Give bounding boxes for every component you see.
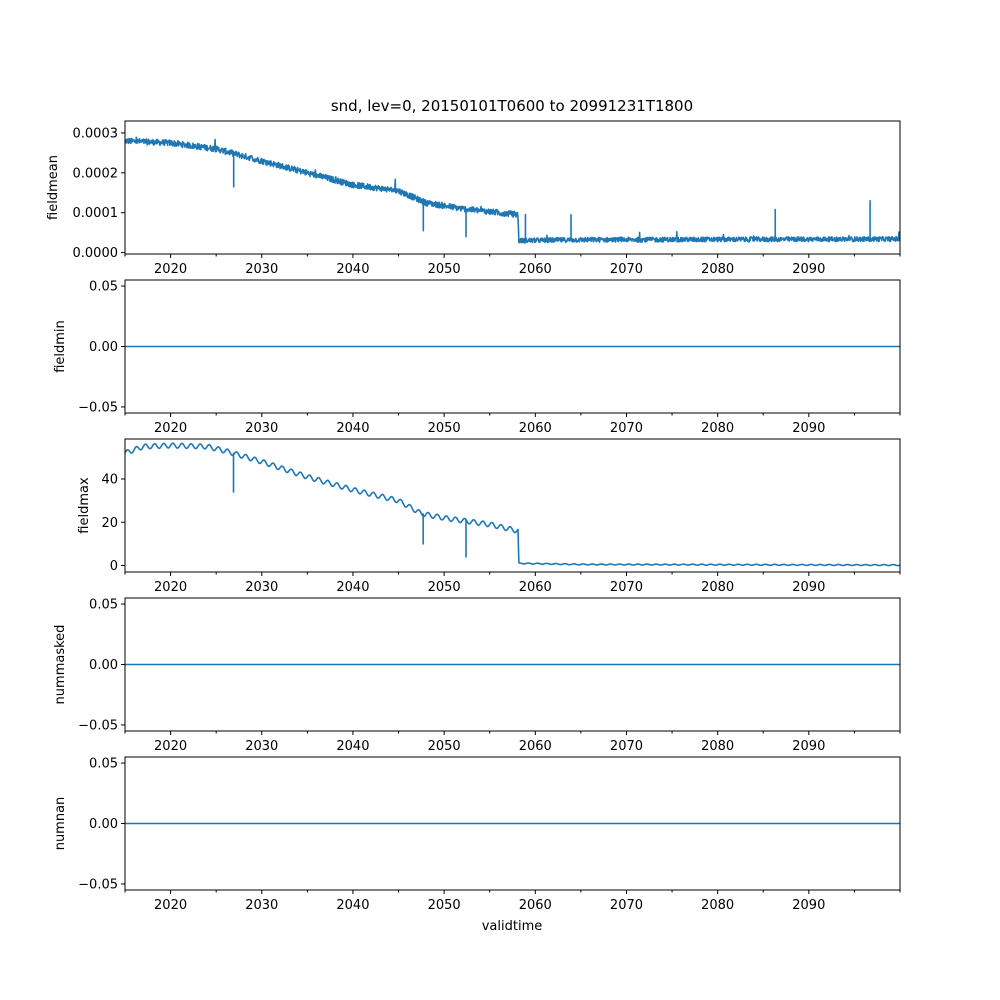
- series-line-fieldmean: [125, 136, 900, 244]
- y-tick-label: 0.0001: [73, 206, 119, 221]
- y-tick-label: 20: [101, 516, 118, 531]
- y-axis-label-numnan: numnan: [53, 797, 68, 851]
- x-tick-label: 2090: [792, 739, 825, 754]
- x-tick-label: 2040: [336, 739, 369, 754]
- x-tick-label: 2040: [336, 898, 369, 913]
- x-tick-label: 2090: [792, 580, 825, 595]
- x-tick-label: 2050: [428, 421, 461, 436]
- y-tick-label: 40: [101, 473, 118, 488]
- y-tick-label: 0.0000: [73, 246, 119, 261]
- series-line-fieldmax: [125, 442, 900, 567]
- x-tick-label: 2060: [519, 898, 552, 913]
- axes-frame: [124, 120, 901, 255]
- x-tick-label: 2020: [154, 898, 187, 913]
- x-tick-label: 2080: [701, 898, 734, 913]
- x-tick-label: 2060: [519, 739, 552, 754]
- y-tick-label: −0.05: [78, 400, 118, 415]
- x-tick-label: 2020: [154, 262, 187, 277]
- panel-nummasked: 2020 2030 2040 2050 2060 2070 2080 2090 −0.05 0.0…: [53, 597, 901, 754]
- y-tick-label: 0: [110, 559, 118, 574]
- x-tick-label: 2040: [336, 421, 369, 436]
- x-tick-label: 2030: [245, 898, 278, 913]
- x-tick-label: 2070: [610, 262, 643, 277]
- x-tick-label: 2030: [245, 739, 278, 754]
- y-tick-label: 0.00: [89, 817, 118, 832]
- x-tick-label: 2030: [245, 421, 278, 436]
- x-tick-label: 2030: [245, 580, 278, 595]
- x-tick-label: 2050: [428, 739, 461, 754]
- y-axis-label-fieldmin: fieldmin: [53, 320, 68, 373]
- y-tick-label: 0.05: [89, 598, 118, 613]
- x-tick-label: 2080: [701, 580, 734, 595]
- x-tick-label: 2090: [792, 898, 825, 913]
- x-tick-label: 2020: [154, 580, 187, 595]
- x-tick-label: 2050: [428, 262, 461, 277]
- x-tick-label: 2060: [519, 580, 552, 595]
- x-tick-label: 2050: [428, 898, 461, 913]
- axes-frame: [124, 438, 901, 573]
- chart-title: snd, lev=0, 20150101T0600 to 20991231T18…: [331, 97, 693, 115]
- y-tick-label: −0.05: [78, 877, 118, 892]
- x-tick-label: 2070: [610, 421, 643, 436]
- x-tick-label: 2020: [154, 421, 187, 436]
- x-tick-label: 2040: [336, 262, 369, 277]
- y-axis-label-fieldmax: fieldmax: [77, 477, 92, 534]
- x-tick-label: 2020: [154, 739, 187, 754]
- y-axis-label-nummasked: nummasked: [53, 625, 68, 705]
- y-tick-label: 0.0002: [73, 166, 119, 181]
- y-tick-label: 0.05: [89, 280, 118, 295]
- panel-fieldmax: 2020 2030 2040 2050 2060 2070 2080 209002040fie…: [77, 438, 901, 595]
- y-tick-label: 0.05: [89, 757, 118, 772]
- panel-fieldmean: 2020 2030 2040 2050 2060 2070 2080 2090 0.0000 0.…: [46, 120, 901, 277]
- y-tick-label: 0.00: [89, 658, 118, 673]
- y-tick-label: −0.05: [78, 718, 118, 733]
- x-tick-label: 2030: [245, 262, 278, 277]
- x-tick-label: 2080: [701, 739, 734, 754]
- x-tick-label: 2080: [701, 262, 734, 277]
- y-axis-label-fieldmean: fieldmean: [46, 155, 61, 220]
- x-tick-label: 2070: [610, 739, 643, 754]
- x-tick-label: 2090: [792, 421, 825, 436]
- x-axis-label: validtime: [482, 919, 543, 934]
- x-tick-label: 2060: [519, 262, 552, 277]
- y-tick-label: 0.00: [89, 340, 118, 355]
- x-tick-label: 2070: [610, 898, 643, 913]
- x-tick-label: 2060: [519, 421, 552, 436]
- x-tick-label: 2090: [792, 262, 825, 277]
- panel-fieldmin: 2020 2030 2040 2050 2060 2070 2080 2090 −0.05 0.0…: [53, 279, 901, 436]
- x-tick-label: 2050: [428, 580, 461, 595]
- x-tick-label: 2080: [701, 421, 734, 436]
- x-tick-label: 2040: [336, 580, 369, 595]
- y-tick-label: 0.0003: [73, 126, 119, 141]
- panel-numnan: 2020 2030 2040 2050 2060 2070 2080 2090 −0.05 0.0…: [53, 756, 901, 913]
- x-tick-label: 2070: [610, 580, 643, 595]
